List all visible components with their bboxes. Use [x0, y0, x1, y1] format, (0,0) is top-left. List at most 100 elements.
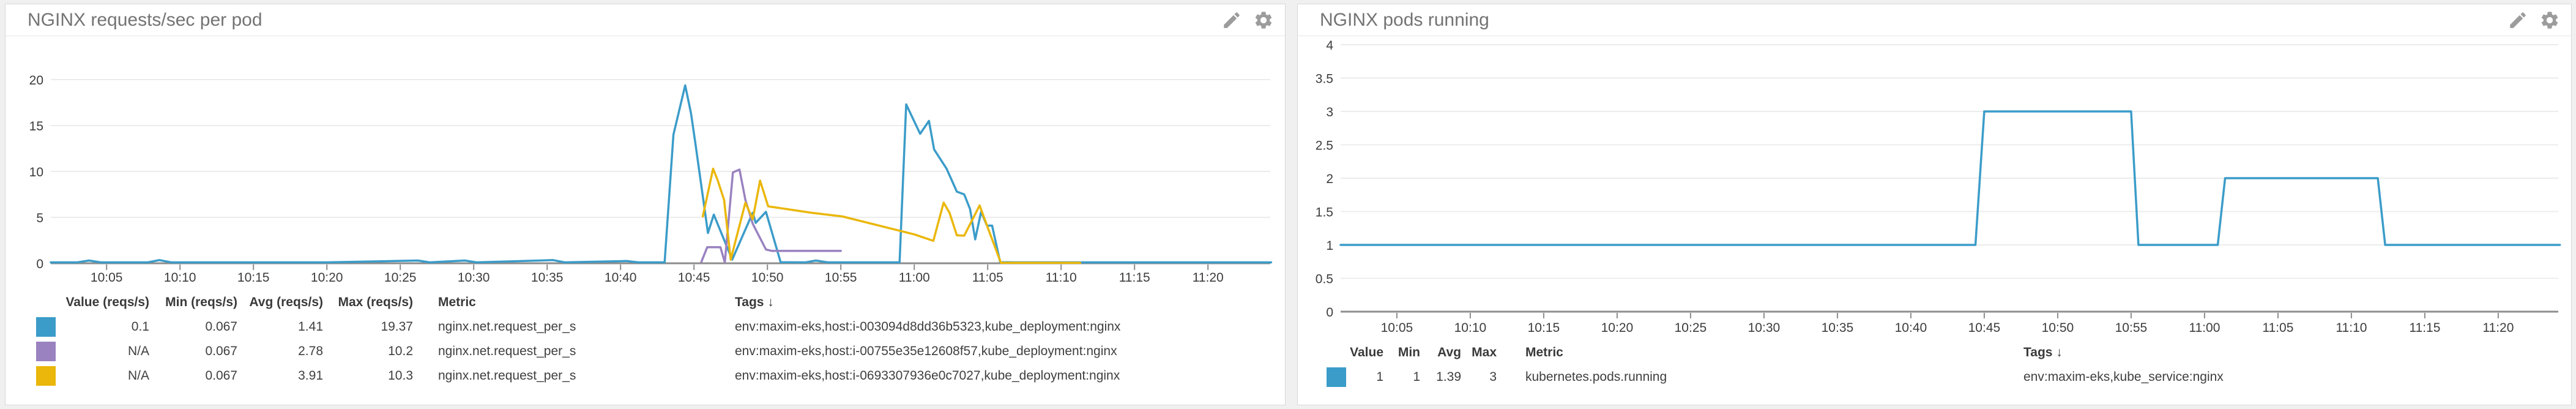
pencil-glyph: [2510, 12, 2526, 28]
y-axis-tick-label: 3: [1326, 105, 1333, 119]
legend-header-spacer: [36, 290, 56, 315]
y-axis-tick-label: 3.5: [1316, 72, 1333, 86]
widget-title: NGINX requests/sec per pod: [28, 10, 262, 30]
x-axis-tick-label: 10:25: [384, 271, 417, 285]
x-axis-tick-label: 11:20: [2482, 321, 2514, 335]
x-axis-tick-label: 10:05: [91, 271, 123, 285]
legend-header-value[interactable]: Value: [1350, 345, 1383, 359]
legend-row[interactable]: 1 1 1.39 3 kubernetes.pods.running env:maxim-…: [1298, 365, 2566, 389]
pencil-glyph: [1224, 12, 1240, 28]
x-axis-tick-label: 11:05: [2262, 321, 2293, 335]
series-line-2: [701, 167, 1082, 265]
legend-header-spacer: [1298, 340, 1327, 365]
legend-pad-cell: [6, 339, 36, 364]
x-axis-tick-label: 10:20: [311, 271, 343, 285]
legend-cell-avg: 1.41: [298, 320, 323, 334]
x-axis-tick-label: 10:55: [2115, 321, 2148, 335]
legend-header-tags[interactable]: Tags ↓: [2023, 345, 2063, 359]
legend-cell-tags: env:maxim-eks,kube_service:nginx: [2023, 370, 2224, 384]
legend-cell-tags: env:maxim-eks,host:i-00755e35e12608f57,k…: [735, 344, 1117, 358]
x-axis-tick-label: 11:20: [1193, 271, 1224, 285]
settings-gear-icon[interactable]: [2538, 9, 2561, 32]
x-axis-tick-label: 11:10: [1046, 271, 1077, 285]
legend-header-spacer: [1497, 340, 1525, 365]
legend-cell-min: 1: [1413, 370, 1420, 384]
edit-pencil-icon[interactable]: [2506, 9, 2529, 32]
legend-header-spacer: [1327, 340, 1347, 365]
legend-cell-value: 1: [1376, 370, 1383, 384]
x-axis-tick-label: 10:45: [678, 271, 710, 285]
sort-descending-icon: ↓: [2052, 345, 2063, 359]
x-axis-tick-label: 10:30: [1748, 321, 1781, 335]
y-axis-tick-label: 1.5: [1316, 206, 1333, 220]
requests-per-pod-timeseries-chart[interactable]: 0 5 10 15 20 10:05 10:10 10:15 10:20 10:25 10:30 10…: [6, 4, 1285, 405]
series-color-swatch: [36, 317, 56, 337]
legend-cell-tags: env:maxim-eks,host:i-003094d8dd36b5323,k…: [735, 320, 1121, 334]
legend-table: Value (reqs/s) Min (reqs/s) Avg (reqs/s) Ma…: [6, 290, 1280, 388]
y-axis-tick-label: 5: [36, 211, 43, 225]
y-axis-tick-label: 0: [1326, 306, 1333, 320]
legend-header-max[interactable]: Max (reqs/s): [338, 295, 413, 309]
x-axis-tick-label: 11:15: [2409, 321, 2440, 335]
legend-header-spacer: [413, 290, 438, 315]
legend-cell-avg: 1.39: [1436, 370, 1461, 384]
legend-header-metric[interactable]: Metric: [438, 295, 476, 309]
legend-pad-cell: [6, 364, 36, 388]
legend-row[interactable]: 0.1 0.067 1.41 19.37 nginx.net.request_per_s…: [6, 315, 1280, 339]
y-axis-tick-label: 15: [29, 119, 43, 133]
series-line-1: [700, 168, 842, 264]
legend-cell-value: N/A: [127, 369, 149, 383]
legend-table: Value Min Avg Max Metric Tags ↓ 1 1 1.39 3 kuberne…: [1298, 340, 2566, 389]
widget-actions: [1220, 9, 1275, 32]
legend-header-min[interactable]: Min (reqs/s): [165, 295, 237, 309]
x-axis-tick-label: 10:15: [1528, 321, 1560, 335]
legend-cell-max: 19.37: [381, 320, 413, 334]
legend-cell-tags: env:maxim-eks,host:i-0693307936e0c7027,k…: [735, 369, 1120, 383]
y-axis-tick-label: 2: [1326, 172, 1333, 186]
gear-glyph: [1255, 12, 1272, 29]
legend-row[interactable]: N/A 0.067 3.91 10.3 nginx.net.request_per_s e…: [6, 364, 1280, 388]
legend-header-min[interactable]: Min: [1398, 345, 1420, 359]
legend-cell-metric: nginx.net.request_per_s: [438, 320, 576, 334]
y-axis-tick-label: 10: [29, 165, 43, 179]
legend-header-avg[interactable]: Avg (reqs/s): [249, 295, 323, 309]
sort-descending-icon: ↓: [764, 295, 774, 309]
legend-cell-max: 3: [1489, 370, 1497, 384]
legend-header-row: Value (reqs/s) Min (reqs/s) Avg (reqs/s) Ma…: [6, 290, 1280, 315]
widget-header: NGINX requests/sec per pod: [6, 4, 1285, 36]
edit-pencil-icon[interactable]: [1220, 9, 1243, 32]
legend-header-max[interactable]: Max: [1472, 345, 1497, 359]
legend-cell-value: 0.1: [131, 320, 149, 334]
widget-nginx-requests-per-pod: NGINX requests/sec per pod 0 5 10 15 20 10:05…: [5, 4, 1286, 405]
x-axis-tick-label: 10:05: [1381, 321, 1413, 335]
legend-header-value[interactable]: Value (reqs/s): [65, 295, 149, 309]
x-axis-tick-label: 10:45: [1968, 321, 2001, 335]
legend-cell-metric: nginx.net.request_per_s: [438, 369, 576, 383]
series-color-swatch: [1327, 367, 1346, 387]
x-axis-tick-label: 10:35: [1822, 321, 1854, 335]
y-axis-tick-label: 4: [1326, 39, 1333, 53]
legend-pad-cell: [1497, 365, 1525, 389]
gear-glyph: [2541, 12, 2558, 29]
legend-header-metric[interactable]: Metric: [1525, 345, 1563, 359]
pods-running-timeseries-chart[interactable]: 0 0.5 1 1.5 2 2.5 3 3.5 4 10:05 10:10 10:15 10:20 10:…: [1298, 4, 2571, 405]
x-axis-tick-label: 10:15: [237, 271, 270, 285]
legend-pad-cell: [413, 364, 438, 388]
x-axis-tick-label: 10:25: [1675, 321, 1707, 335]
y-axis-tick-label: 0.5: [1316, 272, 1333, 287]
x-axis-tick-label: 11:00: [899, 271, 930, 285]
legend-header-spacer: [6, 290, 36, 315]
series-line-0: [1339, 110, 2561, 246]
legend-header-avg[interactable]: Avg: [1437, 345, 1461, 359]
widget-nginx-pods-running: NGINX pods running 0 0.5 1 1.5 2 2.5 3 3.5 4 10:0…: [1297, 4, 2572, 405]
widget-actions: [2506, 9, 2561, 32]
legend-header-row: Value Min Avg Max Metric Tags ↓: [1298, 340, 2566, 365]
legend-header-tags[interactable]: Tags ↓: [735, 295, 774, 309]
x-axis-tick-label: 10:10: [164, 271, 196, 285]
settings-gear-icon[interactable]: [1252, 9, 1275, 32]
x-axis-tick-label: 10:20: [1601, 321, 1634, 335]
legend-row[interactable]: N/A 0.067 2.78 10.2 nginx.net.request_per_s e…: [6, 339, 1280, 364]
legend-pad-cell: [6, 315, 36, 339]
legend-swatch-cell: [1327, 365, 1347, 389]
